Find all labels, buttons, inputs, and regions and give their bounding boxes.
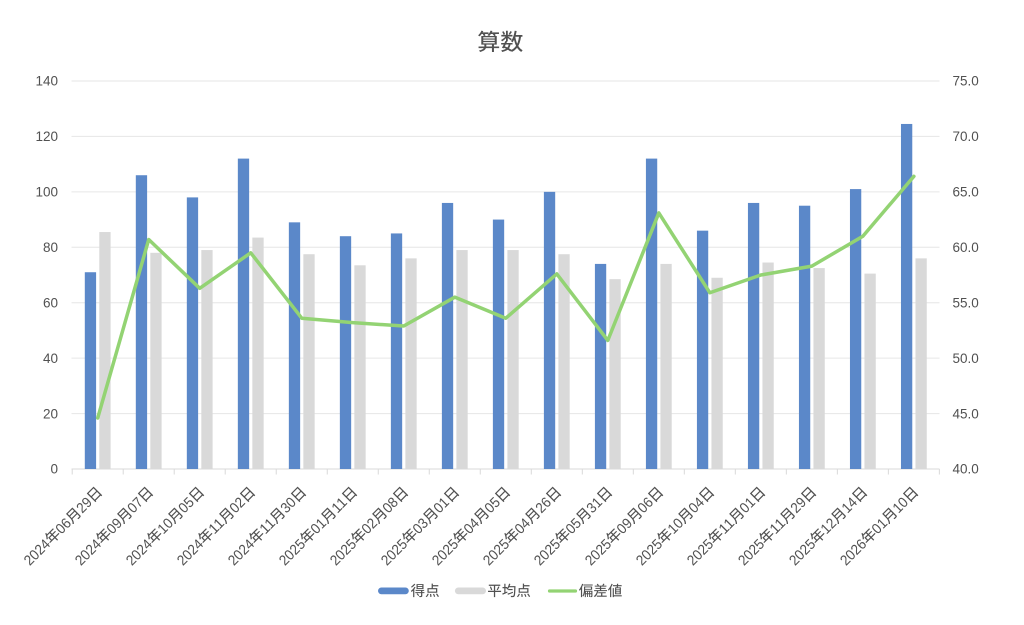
svg-text:40: 40 xyxy=(43,351,58,366)
svg-text:0: 0 xyxy=(50,462,58,477)
svg-text:55.0: 55.0 xyxy=(953,295,979,310)
svg-text:50.0: 50.0 xyxy=(953,351,979,366)
svg-text:20: 20 xyxy=(43,406,58,421)
svg-text:80: 80 xyxy=(43,240,58,255)
svg-text:60.0: 60.0 xyxy=(953,240,979,255)
svg-text:140: 140 xyxy=(35,74,58,89)
svg-text:100: 100 xyxy=(35,185,58,200)
svg-text:120: 120 xyxy=(35,129,58,144)
svg-text:40.0: 40.0 xyxy=(953,462,979,477)
svg-text:75.0: 75.0 xyxy=(953,74,979,89)
svg-text:60: 60 xyxy=(43,295,58,310)
svg-text:45.0: 45.0 xyxy=(953,406,979,421)
svg-text:65.0: 65.0 xyxy=(953,185,979,200)
svg-text:70.0: 70.0 xyxy=(953,129,979,144)
